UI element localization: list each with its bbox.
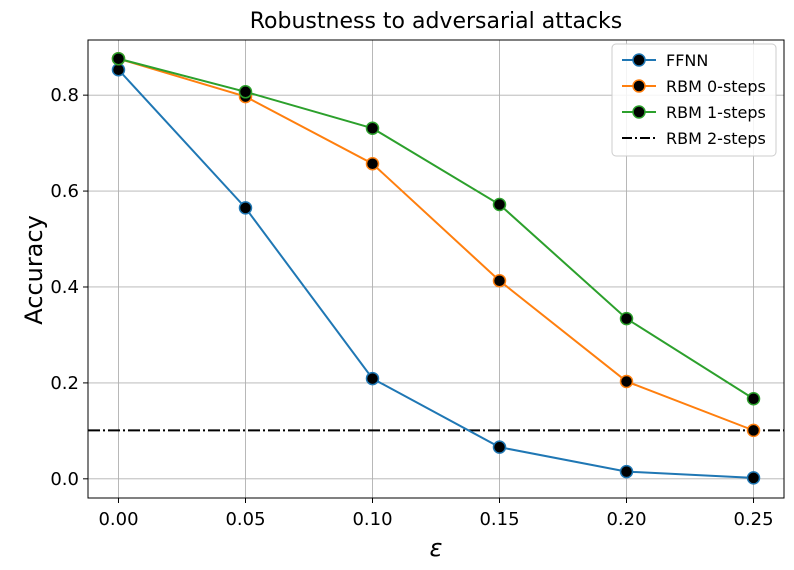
data-point bbox=[365, 371, 380, 386]
x-tick-label: 0.05 bbox=[225, 509, 265, 530]
x-tick-label: 0.20 bbox=[606, 509, 646, 530]
data-point bbox=[492, 273, 507, 288]
legend-entry: RBM 0-steps bbox=[622, 77, 766, 96]
series-line bbox=[117, 69, 754, 479]
data-point bbox=[746, 391, 761, 406]
data-point bbox=[111, 62, 126, 77]
data-point bbox=[619, 374, 634, 389]
y-tick-label: 0.4 bbox=[50, 277, 79, 298]
series-rbm-1-steps bbox=[111, 51, 761, 406]
y-tick-label: 0.0 bbox=[50, 469, 79, 490]
series-ffnn bbox=[111, 62, 761, 485]
x-axis-label: ε bbox=[430, 534, 443, 562]
plot-frame bbox=[87, 39, 785, 499]
legend-box bbox=[611, 43, 777, 157]
data-point bbox=[746, 423, 761, 438]
legend-label: FFNN bbox=[666, 51, 708, 70]
tick-layer: 0.00 0.05 0.10 0.15 0.20 0.25 0.0 0.2 0.4 0.6 0.8 bbox=[50, 85, 773, 530]
data-point bbox=[238, 201, 253, 215]
legend-entry: RBM 2-steps bbox=[622, 129, 766, 148]
legend-marker bbox=[632, 53, 646, 67]
data-point bbox=[746, 471, 761, 485]
series-line bbox=[118, 57, 754, 432]
data-point bbox=[619, 464, 634, 479]
legend: FFNN RBM 0-steps RBM 1-steps RBM 2-steps bbox=[611, 43, 777, 157]
data-point bbox=[492, 440, 507, 454]
legend-label: RBM 1-steps bbox=[666, 103, 766, 122]
data-point bbox=[238, 85, 253, 99]
series-line bbox=[118, 57, 755, 400]
legend-entry: RBM 1-steps bbox=[622, 103, 766, 122]
legend-marker bbox=[632, 79, 646, 93]
x-tick-label: 0.00 bbox=[98, 509, 138, 530]
chart-title: Robustness to adversarial attacks bbox=[250, 9, 622, 34]
y-tick-label: 0.2 bbox=[50, 373, 79, 394]
data-point bbox=[492, 197, 507, 212]
y-tick-label: 0.8 bbox=[50, 85, 79, 106]
data-point bbox=[365, 121, 380, 135]
legend-label: RBM 0-steps bbox=[666, 77, 766, 96]
x-tick-label: 0.15 bbox=[479, 509, 519, 530]
data-point bbox=[619, 311, 634, 326]
y-tick-label: 0.6 bbox=[50, 181, 79, 202]
legend-label: RBM 2-steps bbox=[666, 129, 766, 148]
data-point bbox=[365, 156, 380, 171]
legend-marker bbox=[632, 105, 646, 119]
legend-entry: FFNN bbox=[622, 51, 708, 70]
data-point bbox=[111, 51, 126, 66]
x-tick-label: 0.10 bbox=[352, 509, 392, 530]
y-axis-label: Accuracy bbox=[20, 215, 48, 325]
series-layer bbox=[111, 51, 761, 485]
x-tick-label: 0.25 bbox=[733, 509, 773, 530]
